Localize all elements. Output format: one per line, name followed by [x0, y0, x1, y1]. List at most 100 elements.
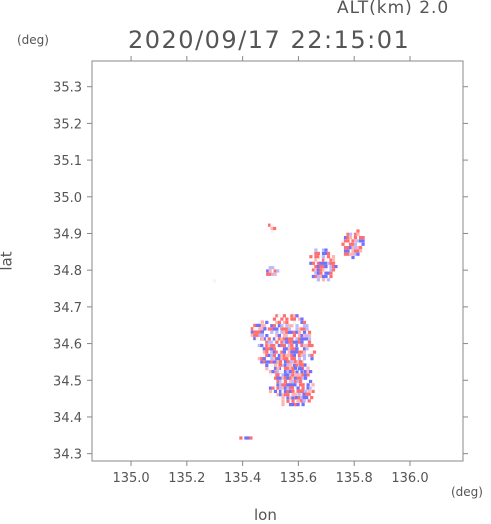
radar-cell	[307, 330, 312, 334]
radar-cell	[295, 340, 299, 344]
radar-cell	[295, 396, 299, 400]
radar-cell	[286, 376, 290, 380]
radar-cell	[272, 327, 276, 331]
radar-cell	[212, 279, 216, 283]
radar-cell	[341, 239, 345, 243]
radar-cell	[299, 360, 303, 364]
radar-cell	[300, 350, 304, 354]
radar-cell	[260, 360, 264, 364]
radar-cell	[316, 268, 320, 272]
radar-cell	[282, 357, 286, 361]
radar-cell	[305, 396, 309, 400]
radar-cell	[310, 353, 314, 357]
radar-cell	[299, 363, 303, 367]
radar-cell	[309, 386, 313, 390]
radar-cell	[268, 386, 273, 390]
radar-cell	[267, 353, 271, 357]
radar-cell	[270, 324, 274, 328]
radar-cell	[268, 272, 272, 276]
radar-cell	[331, 258, 336, 262]
radar-cell	[329, 258, 333, 262]
radar-cell	[265, 347, 269, 351]
radar-cell	[290, 360, 294, 364]
radar-cell	[282, 350, 286, 354]
radar-cell	[348, 252, 353, 256]
radar-cell	[356, 232, 360, 236]
radar-cell	[307, 337, 312, 341]
radar-cell	[255, 333, 259, 337]
radar-cell	[302, 392, 306, 396]
radar-cell	[278, 386, 283, 390]
radar-cell	[287, 327, 291, 331]
radar-cell	[306, 386, 310, 390]
radar-cell	[310, 350, 314, 354]
radar-cell	[301, 376, 305, 380]
radar-cell	[275, 350, 279, 354]
radar-cell	[272, 353, 276, 357]
radar-cell	[316, 258, 320, 262]
radar-cell	[283, 386, 288, 390]
y-tick-label: 35.3	[53, 81, 82, 96]
radar-cell	[319, 271, 323, 275]
radar-cell	[287, 350, 291, 354]
y-tick-label: 34.5	[53, 374, 82, 389]
radar-cell	[297, 334, 302, 338]
radar-cell	[292, 350, 296, 354]
radar-cell	[326, 255, 331, 259]
radar-cell	[291, 370, 295, 374]
radar-cell	[307, 389, 311, 393]
radar-cell	[309, 261, 313, 265]
radar-cell	[321, 251, 326, 255]
y-tick-label: 35.2	[53, 117, 82, 132]
radar-cell	[316, 271, 320, 275]
radar-cell	[300, 399, 304, 403]
radar-cell	[260, 357, 264, 361]
radar-cell	[265, 334, 269, 338]
radar-cell	[288, 373, 293, 377]
radar-cell	[266, 272, 270, 276]
radar-cell	[305, 337, 309, 341]
radar-cell	[311, 389, 315, 393]
radar-cell	[324, 258, 328, 262]
radar-cell	[262, 347, 266, 351]
radar-cell	[282, 347, 286, 351]
radar-cell	[300, 396, 304, 400]
radar-cell	[276, 370, 280, 374]
radar-cell	[311, 261, 315, 265]
radar-cell	[280, 357, 284, 361]
radar-cell	[329, 271, 333, 275]
radar-cell	[302, 337, 307, 341]
reflectivity-cells	[212, 223, 365, 440]
radar-cell	[304, 363, 308, 367]
radar-cell	[287, 337, 291, 341]
radar-cell	[290, 350, 294, 354]
radar-cell	[258, 323, 262, 327]
radar-cell	[353, 252, 358, 256]
radar-cell	[281, 376, 285, 380]
radar-cell	[273, 226, 277, 231]
radar-cell	[280, 353, 284, 357]
radar-cell	[291, 383, 295, 387]
radar-cell	[299, 373, 303, 377]
radar-cell	[275, 337, 279, 341]
radar-cell	[343, 236, 348, 240]
radar-cell	[292, 340, 296, 344]
radar-cell	[280, 350, 284, 354]
radar-cell	[288, 366, 293, 370]
radar-cell	[302, 350, 307, 354]
radar-cell	[304, 370, 308, 374]
radar-cell	[285, 353, 289, 357]
radar-cell	[262, 324, 266, 328]
radar-cell	[260, 337, 264, 341]
radar-cell	[321, 255, 326, 259]
radar-cell	[287, 353, 291, 357]
radar-cell	[272, 350, 276, 354]
radar-cell	[319, 255, 323, 259]
radar-cell	[296, 376, 300, 380]
radar-cell	[288, 379, 293, 384]
radar-cell	[304, 376, 308, 380]
radar-cell	[319, 274, 323, 279]
radar-cell	[276, 383, 280, 387]
radar-cell	[285, 330, 289, 334]
radar-cell	[288, 383, 293, 387]
